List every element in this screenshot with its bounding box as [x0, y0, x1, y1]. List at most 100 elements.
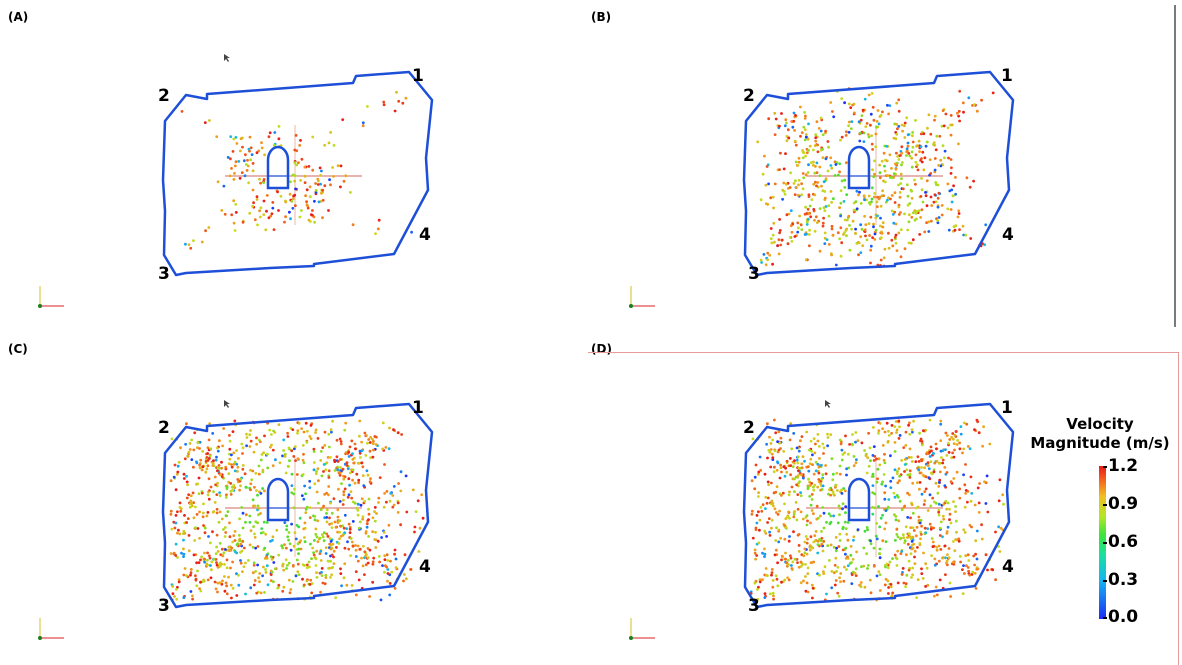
- particle: [790, 485, 794, 489]
- particle: [325, 508, 329, 512]
- particle: [797, 226, 800, 230]
- particle: [928, 418, 932, 422]
- particle: [994, 530, 997, 534]
- particle: [265, 194, 269, 197]
- particle: [189, 568, 193, 571]
- particle: [267, 135, 271, 139]
- particle: [918, 233, 922, 236]
- particle: [950, 166, 953, 170]
- particle: [853, 571, 857, 575]
- particle: [369, 456, 372, 460]
- particle: [777, 238, 781, 242]
- particle: [244, 520, 247, 524]
- particle: [182, 573, 186, 577]
- particle: [320, 533, 324, 537]
- particle: [808, 544, 812, 548]
- particle: [923, 156, 927, 160]
- particle: [767, 117, 771, 121]
- particle: [933, 594, 936, 598]
- particle: [898, 479, 901, 483]
- particle: [250, 478, 254, 482]
- particle: [820, 488, 824, 491]
- particle: [897, 109, 901, 113]
- particle: [273, 131, 277, 134]
- particle: [276, 190, 279, 194]
- particle: [318, 552, 322, 555]
- particle: [323, 184, 327, 188]
- particle: [954, 519, 958, 523]
- z-axis: [38, 304, 42, 308]
- particle: [232, 221, 236, 225]
- particle: [291, 173, 295, 177]
- particle: [237, 160, 241, 163]
- particle: [188, 442, 192, 445]
- particle: [893, 495, 897, 499]
- particle: [318, 166, 322, 170]
- particle: [983, 480, 986, 484]
- particle: [935, 134, 939, 138]
- particle: [791, 465, 795, 468]
- scene-group: [629, 70, 1015, 308]
- particle: [820, 184, 823, 188]
- particle: [198, 463, 202, 467]
- particle: [294, 537, 298, 541]
- viewport-divider[interactable]: [1174, 5, 1176, 327]
- particle: [332, 555, 335, 559]
- particle: [277, 423, 281, 426]
- particle: [369, 435, 372, 439]
- particle: [241, 539, 245, 543]
- particle: [871, 168, 874, 172]
- particle: [207, 438, 211, 442]
- particle: [843, 565, 846, 569]
- particle: [923, 466, 926, 470]
- particle: [393, 552, 396, 556]
- corner-label-3: 3: [158, 264, 170, 284]
- particle: [772, 470, 776, 474]
- particle: [800, 228, 804, 232]
- particle: [308, 185, 312, 189]
- particle: [360, 461, 364, 465]
- particle: [899, 552, 903, 555]
- particle: [958, 119, 961, 123]
- particle: [950, 456, 953, 460]
- particle: [913, 555, 916, 559]
- particle: [237, 573, 240, 577]
- particle: [764, 531, 768, 535]
- particle: [862, 194, 866, 198]
- particle: [776, 561, 779, 565]
- particle: [921, 200, 925, 204]
- particle: [875, 205, 879, 209]
- particle: [845, 218, 849, 222]
- particle: [757, 495, 760, 498]
- particle: [924, 585, 927, 588]
- particle: [261, 487, 264, 490]
- particle: [206, 578, 210, 582]
- particle: [846, 555, 849, 559]
- particle: [956, 215, 960, 219]
- particle: [789, 422, 793, 425]
- particle: [895, 101, 899, 105]
- particle: [919, 530, 923, 534]
- particle: [773, 553, 777, 557]
- particle: [314, 431, 317, 434]
- particle: [807, 469, 811, 473]
- particle: [939, 449, 943, 453]
- particle: [879, 216, 882, 220]
- particle: [364, 563, 368, 567]
- particle: [197, 561, 201, 564]
- particle: [943, 156, 946, 160]
- particle: [214, 552, 218, 555]
- particle: [867, 135, 871, 139]
- particle: [832, 514, 835, 518]
- particle: [968, 185, 972, 189]
- particle: [356, 502, 360, 506]
- particle: [754, 557, 757, 561]
- particle: [327, 432, 331, 436]
- particle: [322, 539, 326, 543]
- particle: [839, 201, 843, 205]
- particle: [169, 479, 173, 483]
- particle: [850, 573, 854, 576]
- particle: [320, 567, 324, 570]
- particle: [298, 516, 302, 520]
- particle: [884, 577, 888, 581]
